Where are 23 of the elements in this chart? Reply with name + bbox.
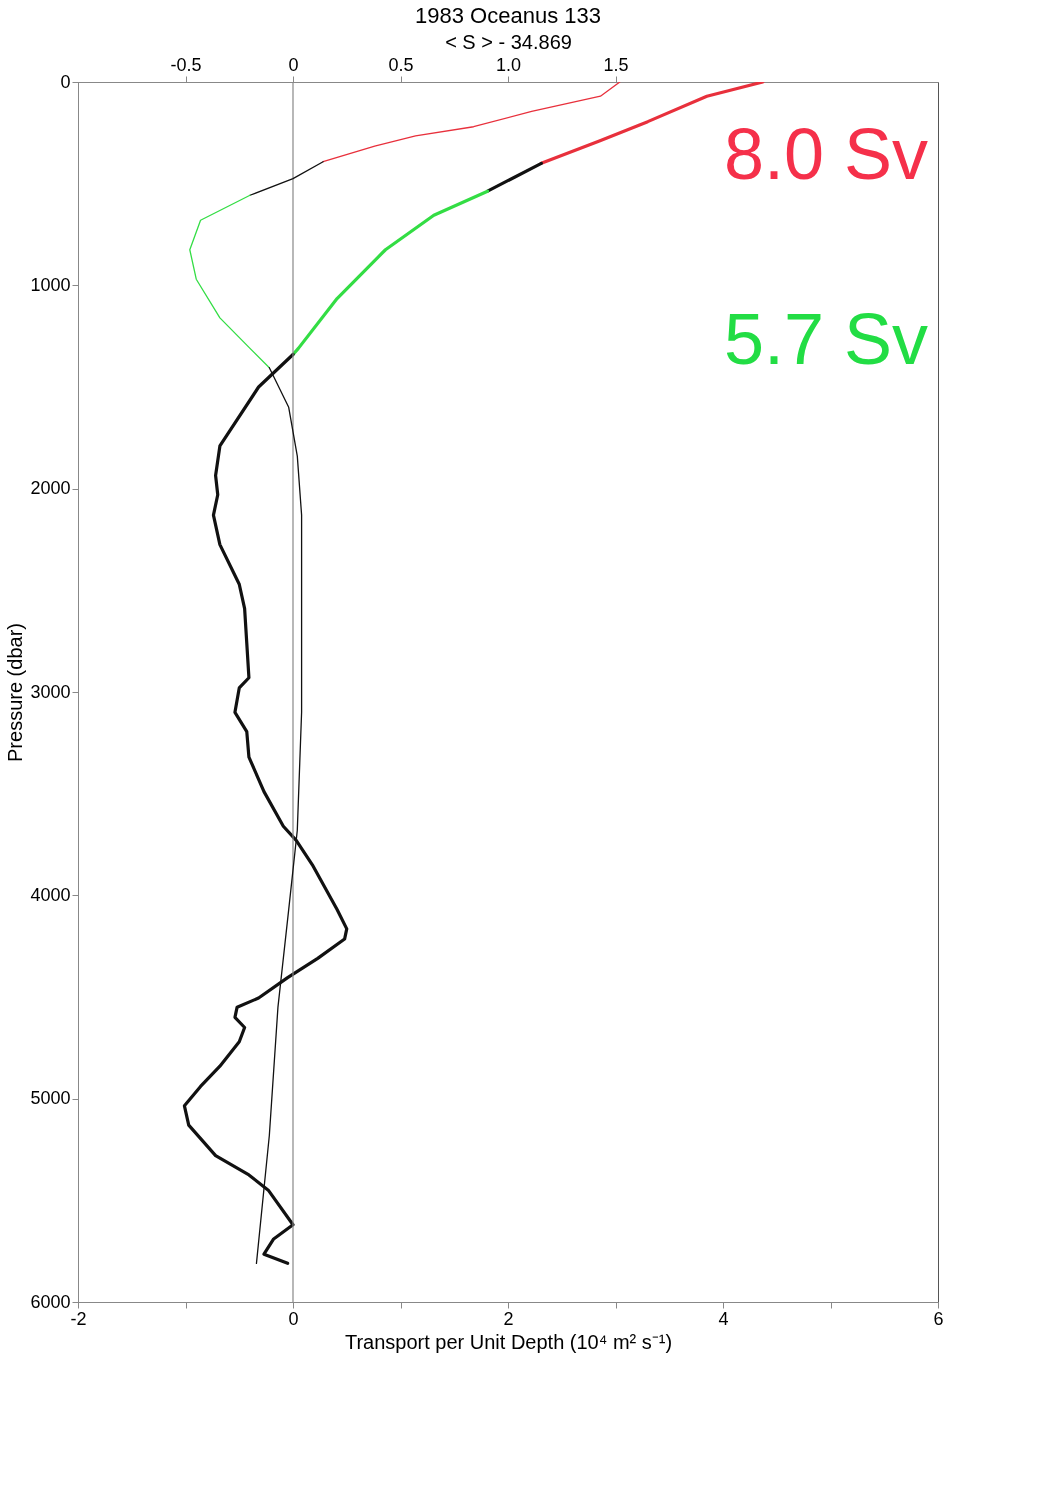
x-axis-title: Transport per Unit Depth (10⁴ m² s⁻¹) — [344, 1330, 673, 1353]
x-tick-label: 2 — [503, 1308, 514, 1329]
x2-tick-label: 1.0 — [495, 54, 522, 75]
x2-tick-label: 1.5 — [603, 54, 629, 75]
y-axis-title: Pressure (dbar) — [4, 623, 27, 762]
y-tick-label: 5000 — [30, 1088, 71, 1109]
x2-tick-label: 0 — [288, 54, 299, 75]
y-tick-label: 2000 — [30, 478, 71, 499]
x2-tick-label: 0.5 — [388, 54, 414, 75]
x2-axis-title: < S > - 34.869 — [445, 30, 572, 53]
annotation: 8.0 Sv — [723, 114, 928, 194]
y-tick-label: 4000 — [30, 884, 71, 905]
annotation: 5.7 Sv — [723, 299, 928, 379]
x2-tick-label: -0.5 — [170, 54, 202, 75]
chart-title: 1983 Oceanus 133 — [415, 3, 601, 28]
x-tick-label: 0 — [288, 1308, 299, 1329]
x-tick-label: 6 — [933, 1308, 944, 1329]
y-tick-label: 0 — [60, 71, 71, 92]
y-tick-label: 6000 — [30, 1291, 71, 1312]
x-tick-label: 4 — [718, 1308, 729, 1329]
y-tick-label: 3000 — [30, 681, 71, 702]
y-tick-label: 1000 — [30, 274, 71, 295]
x-tick-label: -2 — [70, 1308, 87, 1329]
